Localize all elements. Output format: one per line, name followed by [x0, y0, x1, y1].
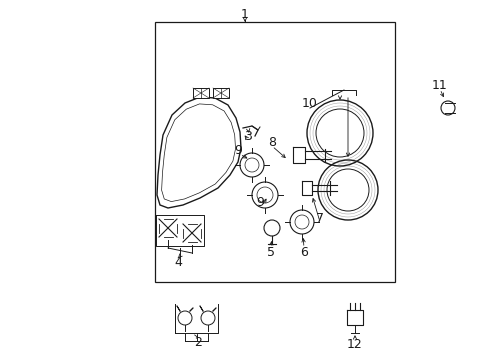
Bar: [155, 22, 394, 282]
Text: 12: 12: [346, 338, 362, 351]
Text: 2: 2: [194, 336, 202, 348]
Text: 7: 7: [315, 212, 324, 225]
Text: 8: 8: [267, 135, 275, 149]
Text: 1: 1: [241, 8, 248, 21]
Bar: [193, 88, 208, 98]
Text: 3: 3: [244, 130, 251, 143]
Text: 4: 4: [174, 256, 182, 269]
Text: 6: 6: [300, 246, 307, 258]
Text: 5: 5: [266, 246, 274, 258]
Text: 9: 9: [234, 144, 242, 157]
Text: 10: 10: [302, 96, 317, 109]
Bar: [213, 88, 228, 98]
Text: 9: 9: [256, 195, 264, 208]
Text: 11: 11: [431, 78, 447, 91]
